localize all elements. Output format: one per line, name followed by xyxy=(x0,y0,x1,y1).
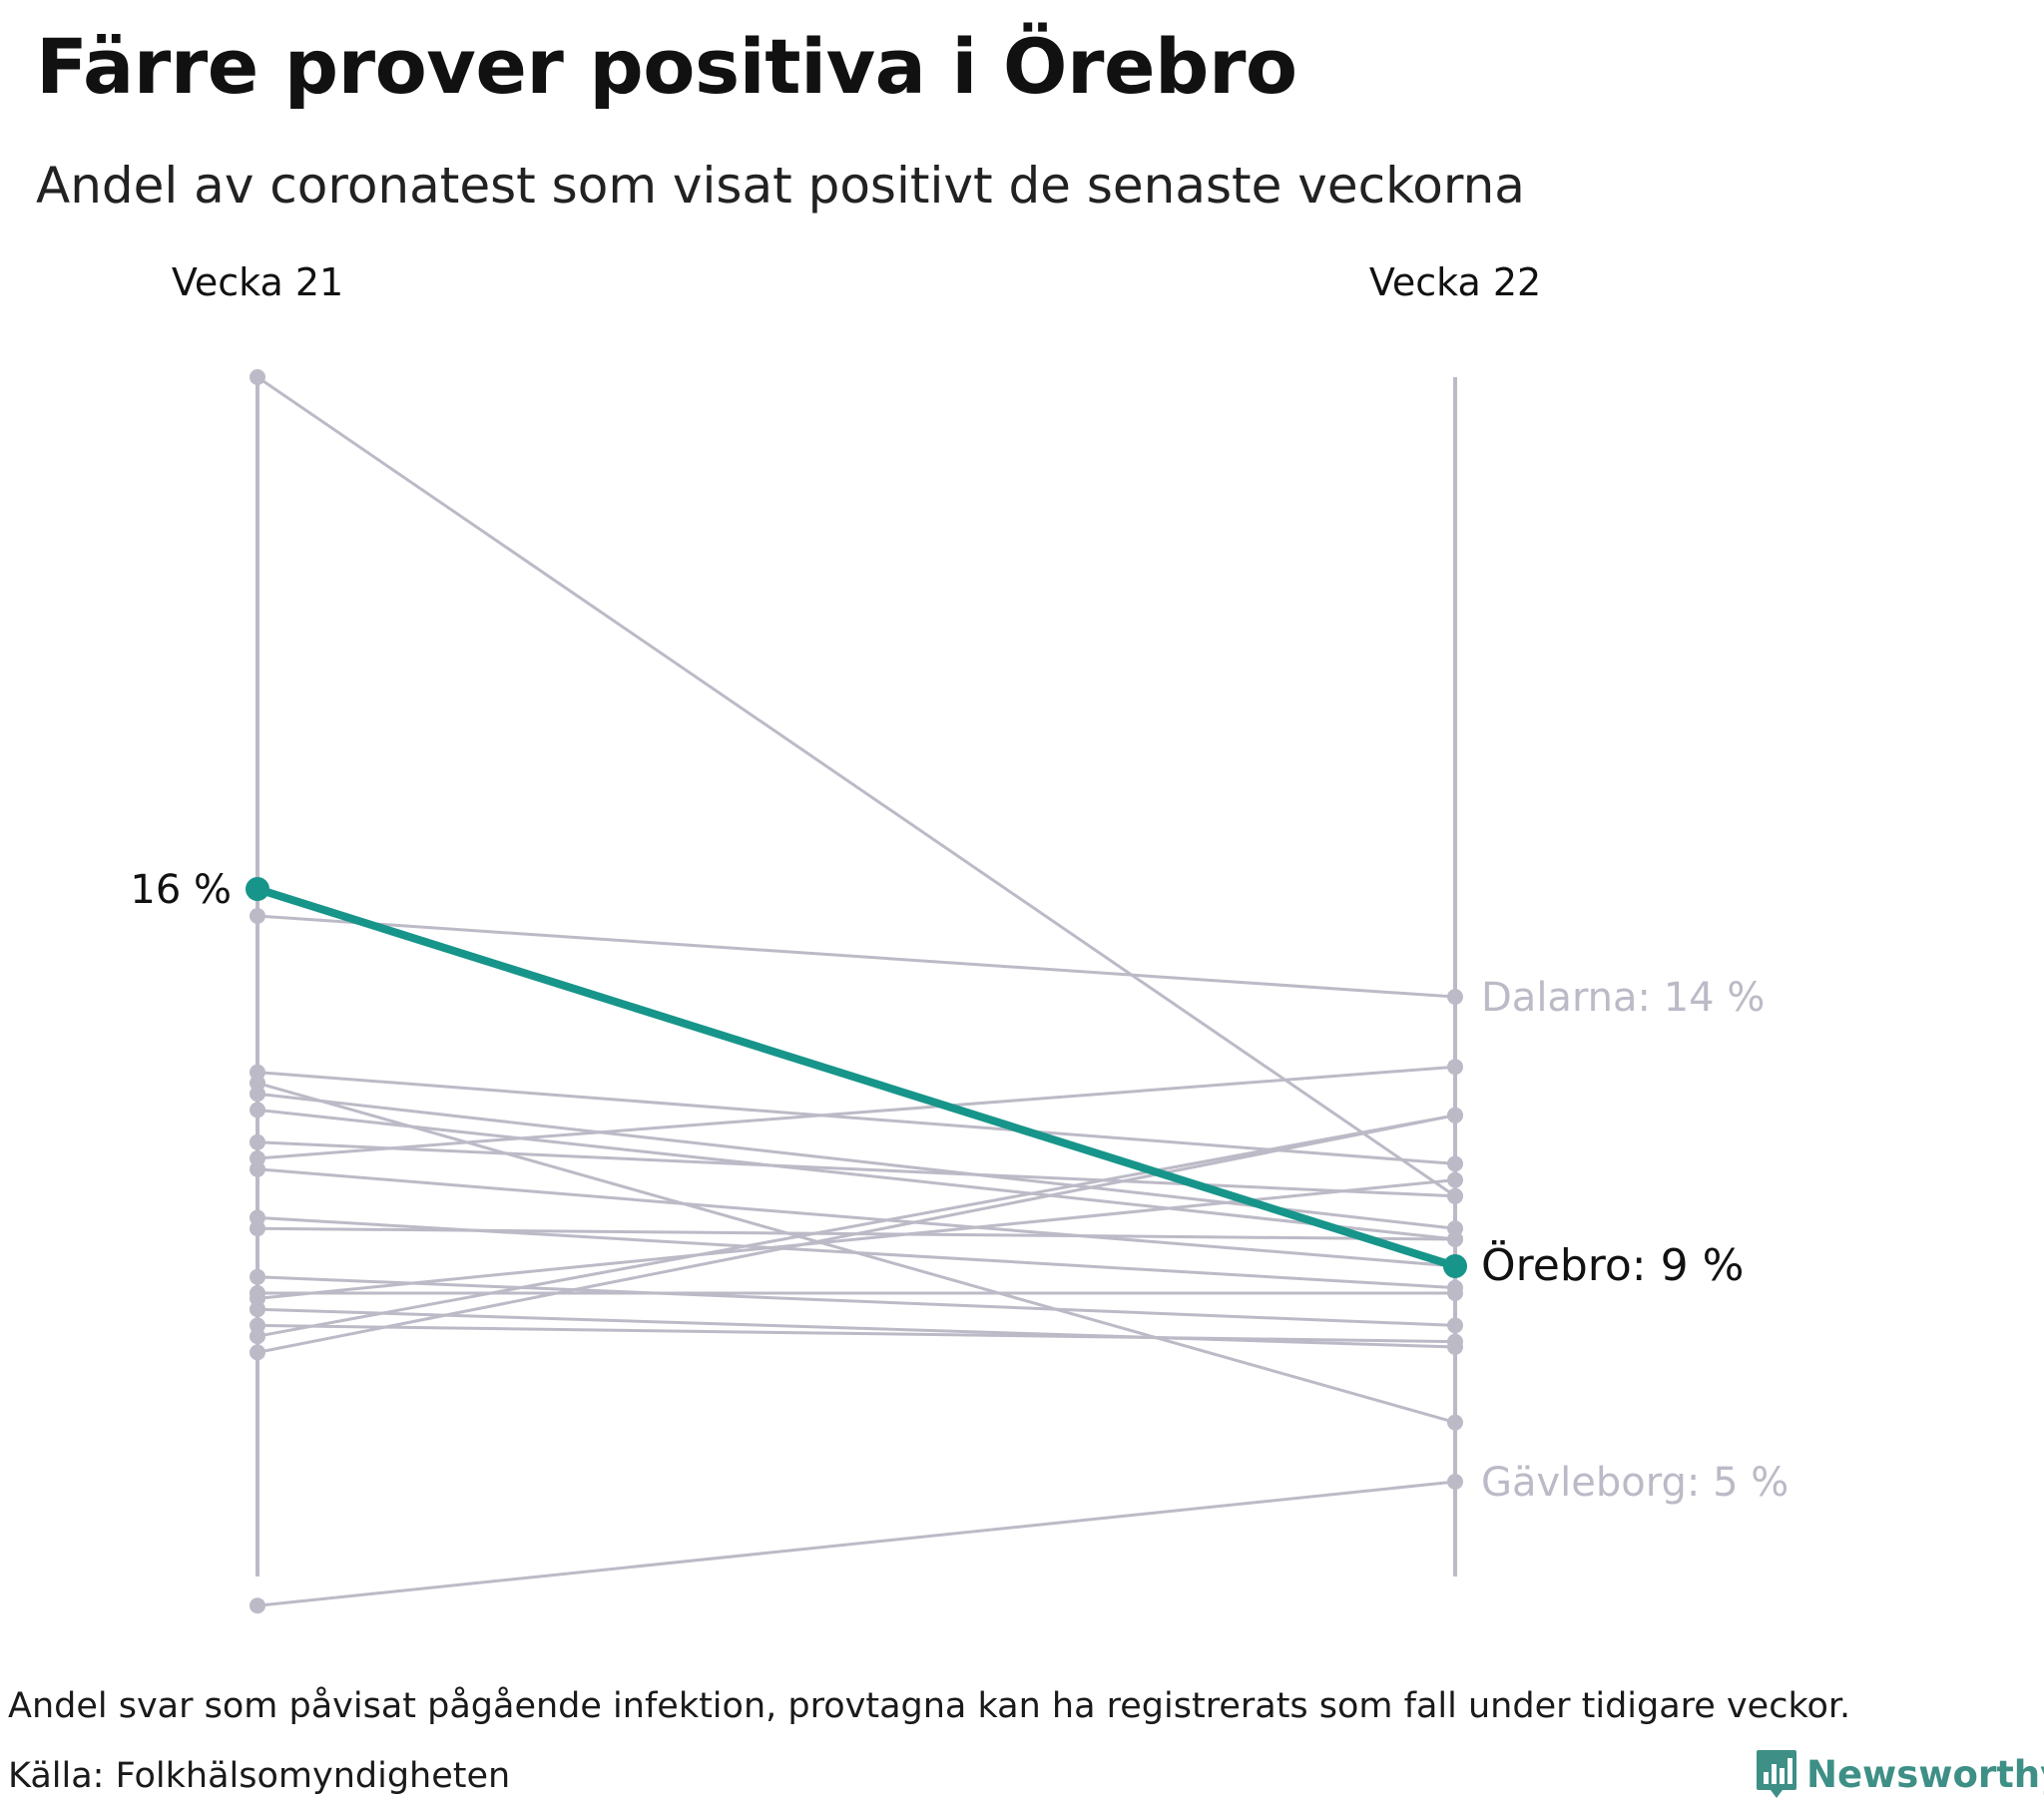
series-15-line xyxy=(256,1323,1456,1344)
series-g-vleborg-point-start xyxy=(250,1597,265,1614)
series-12-point-end xyxy=(1447,1285,1463,1301)
series-10-point-end xyxy=(1447,1231,1463,1247)
series-dalarna-line xyxy=(256,914,1456,999)
x-label-left: Vecka 21 xyxy=(172,260,343,304)
series-8-line xyxy=(256,1167,1456,1268)
series-8-point-start xyxy=(250,1160,265,1177)
series-2-line xyxy=(256,1071,1456,1165)
series-3-point-end xyxy=(1447,1414,1463,1431)
series-dalarna-end-label: Dalarna: 14 % xyxy=(1481,975,1765,1021)
brand-logo[interactable]: Newsworthy xyxy=(1755,1748,2044,1800)
series-orebro-line xyxy=(256,885,1457,1270)
series-dalarna-point-start xyxy=(250,908,265,924)
source: Källa: Folkhälsomyndigheten xyxy=(8,1756,511,1796)
series-11-point-end xyxy=(1447,1317,1463,1334)
series-15-point-end xyxy=(1447,1333,1463,1350)
bar-chart-icon xyxy=(1757,1750,1796,1798)
series-lines xyxy=(246,369,1467,1614)
x-label-right: Vecka 22 xyxy=(1369,260,1541,304)
series-6-point-start xyxy=(250,1133,265,1150)
series-g-vleborg-end-label: Gävleborg: 5 % xyxy=(1481,1460,1788,1506)
series-13-point-end xyxy=(1447,1171,1463,1188)
chart-subtitle: Andel av coronatest som visat positivt d… xyxy=(36,157,1525,215)
highlight-end-label: Örebro: 9 % xyxy=(1481,1239,1744,1291)
series-14-point-start xyxy=(250,1301,265,1318)
series-16-point-start xyxy=(250,1328,265,1345)
series-5-line xyxy=(256,1108,1456,1241)
series-14-line xyxy=(256,1307,1456,1349)
series-6-point-end xyxy=(1447,1187,1463,1204)
series-13-line xyxy=(256,1178,1456,1300)
series-2-point-end xyxy=(1447,1155,1463,1172)
series-orebro-point-end xyxy=(1443,1254,1467,1278)
series-6-line xyxy=(256,1140,1456,1198)
series-11-line xyxy=(256,1275,1456,1327)
footnote: Andel svar som påvisat pågående infektio… xyxy=(8,1686,1851,1726)
series-dalarna-point-end xyxy=(1447,989,1463,1005)
highlight-start-label: 16 % xyxy=(130,867,232,913)
series-16-line xyxy=(256,1114,1456,1338)
series-orebro-point-start xyxy=(246,877,269,901)
series-7-line xyxy=(256,1065,1456,1160)
series-17-point-end xyxy=(1447,1107,1463,1124)
brand-name: Newsworthy xyxy=(1806,1752,2044,1796)
series-10-point-start xyxy=(250,1220,265,1237)
series-g-vleborg-line xyxy=(256,1480,1456,1607)
series-17-line xyxy=(256,1114,1456,1354)
chart-title: Färre prover positiva i Örebro xyxy=(36,22,1297,111)
series-5-point-start xyxy=(250,1102,265,1119)
series-11-point-start xyxy=(250,1268,265,1285)
series-17-point-start xyxy=(250,1344,265,1361)
series-4-point-start xyxy=(250,1086,265,1103)
series-1-point-start xyxy=(250,369,265,385)
series-labels: Dalarna: 14 % Gävleborg: 5 % 16 % Örebro: 9… xyxy=(130,867,1788,1506)
series-g-vleborg-point-end xyxy=(1447,1474,1463,1490)
series-1-line xyxy=(256,375,1456,1198)
series-7-point-end xyxy=(1447,1059,1463,1076)
